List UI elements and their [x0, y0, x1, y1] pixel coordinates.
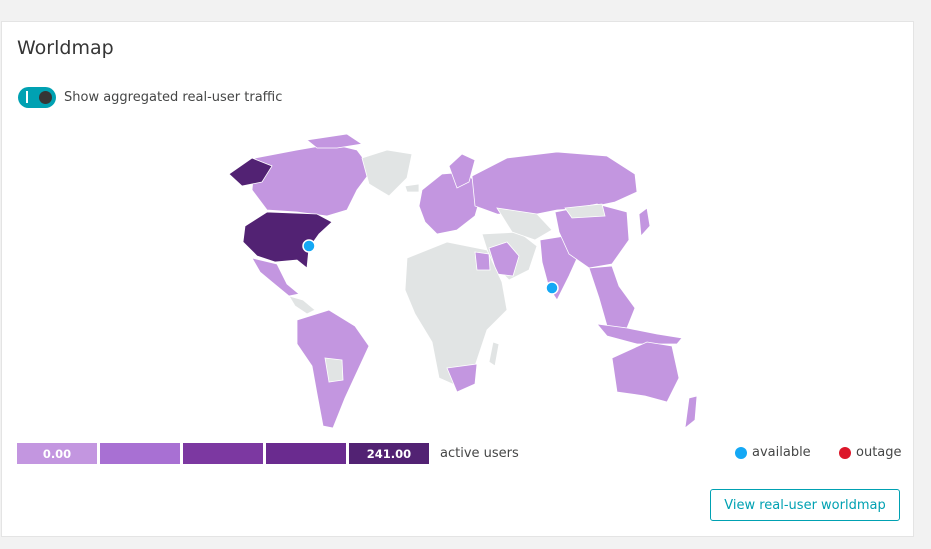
region-russia[interactable] — [471, 151, 638, 217]
region-egypt[interactable] — [474, 251, 491, 271]
scale-segment-5: 241.00 — [349, 443, 429, 464]
available-marker-india[interactable] — [545, 281, 559, 295]
region-madagascar[interactable] — [488, 341, 500, 367]
scale-unit-label: active users — [440, 446, 519, 461]
outage-dot-icon — [839, 446, 851, 459]
region-alaska[interactable] — [228, 157, 273, 187]
scale-segment-4 — [266, 443, 346, 464]
region-mexico[interactable] — [251, 257, 300, 297]
region-indonesia[interactable] — [596, 323, 683, 345]
region-canada[interactable] — [251, 143, 373, 217]
region-iceland[interactable] — [404, 183, 420, 193]
toggle-on-mark — [26, 91, 28, 103]
region-united-states[interactable] — [242, 211, 333, 269]
traffic-toggle-row: Show aggregated real-user traffic — [18, 87, 282, 108]
region-australia[interactable] — [611, 341, 680, 403]
active-users-scale: 0.00 241.00 active users — [17, 443, 519, 464]
toggle-label: Show aggregated real-user traffic — [64, 90, 283, 105]
region-bolivia[interactable] — [324, 357, 344, 383]
available-dot-icon — [735, 446, 747, 459]
region-central-asia[interactable] — [496, 207, 553, 241]
region-africa[interactable] — [404, 241, 508, 387]
region-southeast-asia[interactable] — [588, 265, 636, 329]
status-outage: outage — [839, 445, 902, 460]
region-japan[interactable] — [638, 207, 651, 237]
region-south-africa[interactable] — [446, 363, 478, 393]
widget-title: Worldmap — [17, 37, 114, 59]
region-scandinavia[interactable] — [448, 153, 476, 189]
region-new-zealand[interactable] — [684, 395, 698, 429]
toggle-knob — [39, 91, 52, 104]
available-marker-us[interactable] — [302, 239, 316, 253]
view-worldmap-button[interactable]: View real-user worldmap — [710, 489, 900, 521]
region-greenland[interactable] — [361, 149, 413, 197]
scale-segment-1: 0.00 — [17, 443, 97, 464]
region-central-america[interactable] — [288, 295, 316, 315]
available-label: available — [752, 445, 811, 460]
scale-segment-3 — [183, 443, 263, 464]
status-available: available — [735, 445, 811, 460]
outage-label: outage — [856, 445, 902, 460]
world-map[interactable] — [157, 130, 737, 430]
scale-segment-2 — [100, 443, 180, 464]
region-arctic-islands[interactable] — [306, 133, 364, 149]
aggregated-traffic-toggle[interactable] — [18, 87, 56, 108]
region-mongolia[interactable] — [564, 203, 606, 219]
worldmap-card: Worldmap Show aggregated real-user traff… — [1, 21, 914, 537]
region-china[interactable] — [554, 203, 630, 269]
